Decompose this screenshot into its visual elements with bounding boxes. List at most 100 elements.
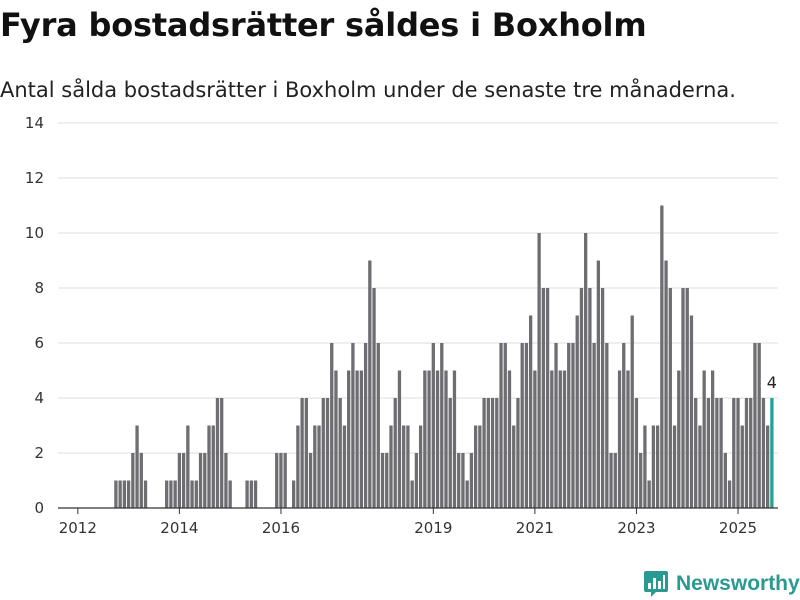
bar-2017-10 [368,260,372,508]
bar-2016-11 [321,398,325,508]
bar-2018-01 [380,453,385,508]
bar-2013-01 [126,480,131,508]
x-tick-label: 2025 [719,519,757,537]
bar-2013-03 [135,425,139,508]
bar-2014-03 [186,425,190,508]
bar-2025-07 [761,398,766,508]
bar-2022-01 [584,233,588,508]
bar-2018-11 [423,370,427,508]
bar-2021-08 [562,370,567,508]
bar-2017-06 [351,343,355,508]
bar-2020-05 [499,343,503,508]
bar-2016-09 [313,425,317,508]
bar-2014-01 [177,453,182,508]
bar-2024-04 [698,425,702,508]
bar-2024-02 [689,315,694,508]
bar-2012-11 [118,480,122,508]
bar-2016-10 [317,425,321,508]
bar-2023-01 [634,398,639,508]
bar-2014-02 [181,453,186,508]
bar-2014-04 [190,480,194,508]
bar-2023-02 [639,453,643,508]
bar-2022-02 [588,288,592,508]
bar-2018-09 [414,453,419,508]
bar-2018-12 [427,370,431,508]
bar-2014-05 [194,480,198,508]
y-tick-label: 10 [25,224,44,242]
y-axis-labels: 0 2 4 6 8 10 12 14 [25,114,44,517]
bars [114,205,774,508]
bar-2013-10 [165,480,169,508]
bar-2019-02 [435,370,440,508]
bar-2018-08 [410,480,414,508]
bar-2019-05 [448,398,452,508]
bar-2024-08 [715,398,719,508]
bar-2013-11 [169,480,173,508]
bar-2018-05 [397,370,402,508]
x-tick-label: 2023 [617,519,655,537]
bar-2018-10 [418,425,423,508]
bar-2019-01 [431,343,435,508]
bar-2023-12 [681,288,685,508]
bar-2015-05 [245,480,249,508]
bar-2017-12 [376,343,380,508]
bar-2025-08 [766,425,770,508]
bar-2012-10 [114,480,118,508]
x-tick-label: 2021 [516,519,554,537]
bar-2014-12 [224,453,228,508]
bar-2018-07 [406,425,410,508]
bar-2016-12 [325,398,330,508]
bar-2024-05 [702,370,706,508]
x-tick-label: 2016 [262,519,300,537]
bar-2025-03 [744,398,749,508]
newsworthy-logo-icon [644,571,668,597]
bar-2022-11 [626,370,630,508]
bar-2024-06 [706,398,711,508]
x-tick-label: 2014 [160,519,198,537]
brand-name: Newsworthy [676,572,800,595]
bar-2022-07 [609,453,613,508]
bar-2019-08 [461,453,465,508]
y-tick-label: 4 [34,389,44,407]
y-tick-label: 0 [34,499,44,517]
y-tick-label: 2 [34,444,44,462]
bar-2023-08 [664,260,668,508]
bar-2024-01 [685,288,689,508]
bar-2023-05 [651,425,656,508]
bar-2019-11 [473,425,478,508]
bar-2015-12 [275,453,279,508]
bar-2021-03 [541,288,545,508]
y-tick-label: 14 [25,114,44,132]
bar-2013-05 [143,480,148,508]
bar-2017-07 [355,370,359,508]
bar-2016-06 [300,398,304,508]
bar-latest-2025-09 [770,398,774,508]
bar-2016-05 [296,425,300,508]
bar-2024-12 [732,398,736,508]
bar-2021-01 [533,370,537,508]
x-axis: 2012 2014 2016 2019 2021 2023 2025 [58,507,778,537]
bar-2025-02 [740,425,744,508]
bar-2016-07 [304,398,308,508]
bar-2022-04 [596,260,601,508]
bar-2020-07 [507,370,512,508]
bar-2017-11 [372,288,376,508]
y-tick-label: 6 [34,334,44,352]
newsworthy-logo: Newsworthy [644,569,800,599]
bar-2019-04 [444,370,448,508]
bar-2014-10 [215,398,220,508]
bar-2022-08 [613,453,617,508]
bar-2023-06 [655,425,660,508]
bar-2022-06 [605,343,609,508]
bar-2016-04 [292,480,296,508]
bar-2018-06 [402,425,406,508]
bar-2025-04 [749,398,753,508]
bar-2023-04 [647,480,651,508]
bar-2013-12 [173,480,177,508]
bar-2025-06 [757,343,761,508]
bar-2019-03 [440,343,444,508]
bar-2020-04 [495,398,499,508]
bar-2024-03 [694,398,698,508]
bar-2017-04 [342,425,347,508]
